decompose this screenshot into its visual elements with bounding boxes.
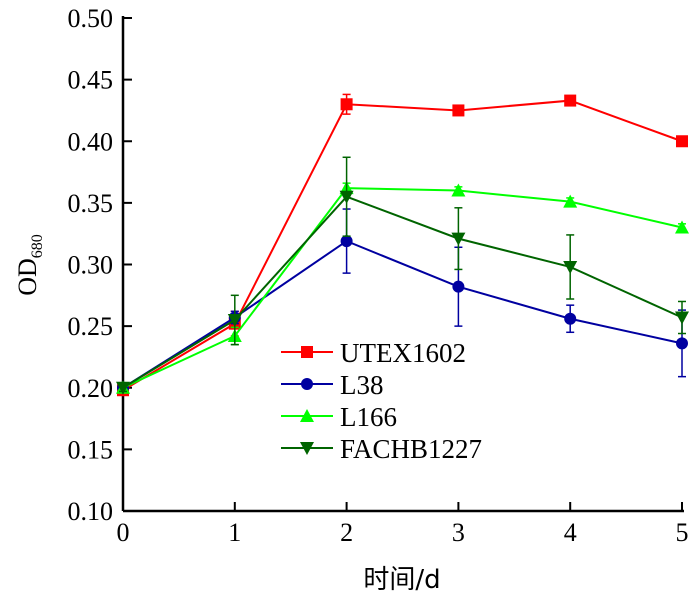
legend-marker [300, 409, 314, 422]
data-point [563, 260, 578, 274]
data-point [564, 312, 577, 325]
y-tick-label: 0.20 [68, 374, 114, 403]
y-axis-label-subscript: 680 [29, 234, 46, 258]
axes: 0.10 0.15 0.20 0.25 0.30 0.35 0.40 0.45 0.50 0 1 2 3… [68, 4, 689, 547]
series-line [122, 187, 683, 389]
series-line [122, 195, 683, 389]
data-point [452, 280, 465, 293]
x-tick-label: 5 [676, 518, 689, 547]
data-point [451, 183, 466, 197]
legend-label: L38 [340, 370, 384, 400]
series-group [116, 93, 689, 397]
data-point [340, 235, 353, 248]
x-tick-label: 0 [117, 518, 130, 547]
x-tick-label: 2 [340, 518, 353, 547]
legend-item: L166 [281, 402, 397, 432]
legend-marker [300, 442, 314, 455]
series-line [122, 239, 683, 389]
y-tick-label: 0.30 [68, 251, 114, 280]
data-point [340, 98, 353, 111]
y-tick-label: 0.15 [68, 435, 114, 464]
legend-label: FACHB1227 [340, 434, 482, 464]
data-point [564, 94, 577, 107]
data-point [563, 194, 578, 208]
data-point [676, 337, 688, 350]
y-tick-label: 0.35 [68, 189, 114, 218]
y-tick-label: 0.50 [68, 4, 114, 33]
data-point [451, 232, 466, 246]
legend-item: L38 [281, 370, 384, 400]
legend-marker [301, 346, 313, 358]
legend-item: UTEX1602 [281, 338, 466, 368]
data-point [675, 220, 689, 234]
legend-label: UTEX1602 [340, 338, 466, 368]
legend-label: L166 [340, 402, 397, 432]
data-point [675, 311, 689, 325]
series-fachb1227 [116, 156, 689, 395]
x-tick-label: 1 [228, 518, 241, 547]
y-axis-label-group: OD680 [13, 234, 46, 296]
series-line [122, 99, 683, 392]
legend-marker [301, 378, 313, 390]
x-axis-label: 时间/d [363, 565, 440, 595]
x-tick-label: 4 [564, 518, 577, 547]
y-tick-label: 0.40 [68, 127, 114, 156]
y-tick-label: 0.10 [68, 497, 114, 526]
legend-item: FACHB1227 [281, 434, 482, 464]
y-axis-label-main: OD [13, 258, 42, 296]
data-point [452, 104, 465, 117]
data-point [676, 135, 688, 148]
y-tick-label: 0.45 [68, 66, 114, 95]
data-point [339, 190, 354, 204]
y-axis-label: OD680 [13, 234, 46, 296]
x-tick-label: 3 [452, 518, 465, 547]
data-point [116, 381, 130, 395]
data-point [227, 313, 242, 327]
y-tick-label: 0.25 [68, 312, 114, 341]
